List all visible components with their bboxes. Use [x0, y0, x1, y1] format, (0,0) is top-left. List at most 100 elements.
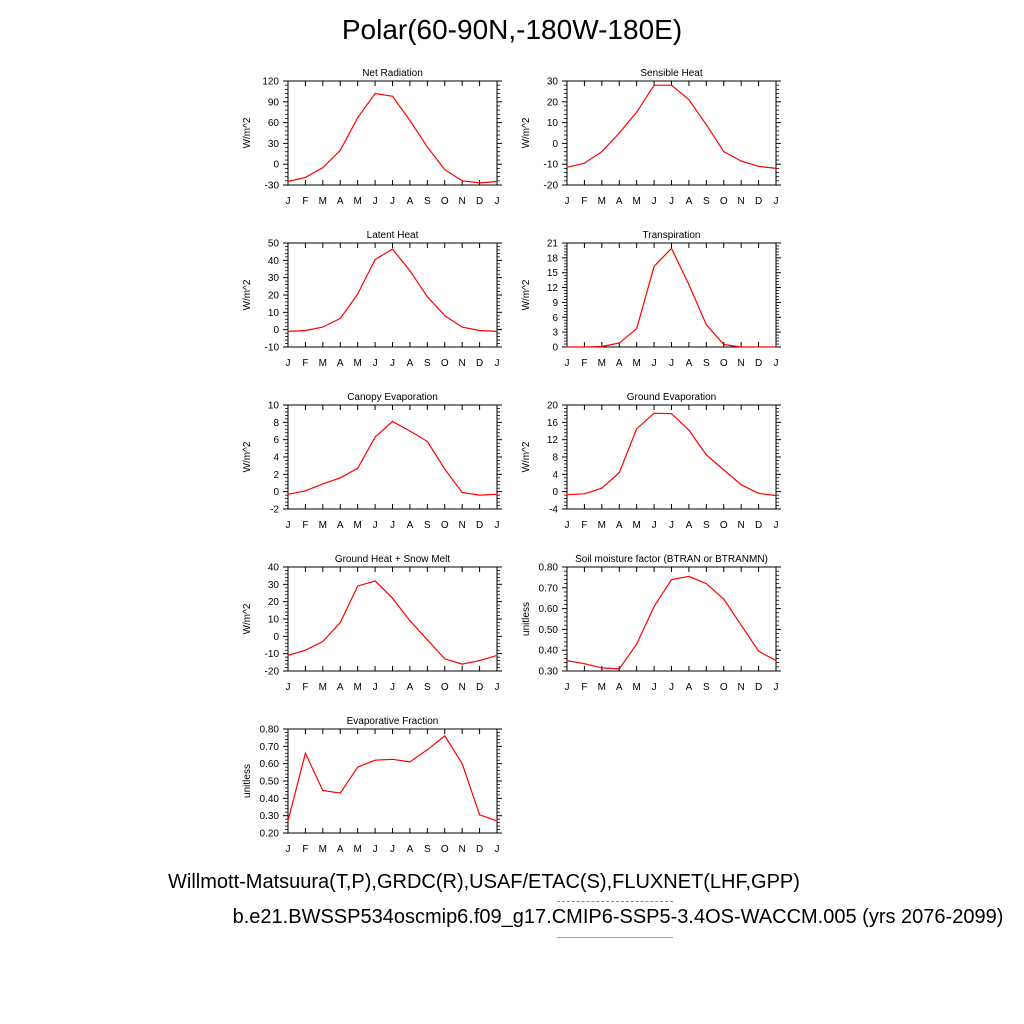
x-tick-label: M: [353, 520, 361, 531]
data-point: [775, 346, 777, 348]
data-point: [653, 605, 655, 608]
data-point: [758, 492, 760, 494]
data-point: [583, 663, 586, 665]
y-tick-label: -4: [549, 505, 558, 516]
x-tick-label: M: [598, 520, 606, 531]
x-tick-label: J: [565, 682, 570, 693]
observations-legend-line: [557, 901, 673, 902]
data-point: [391, 420, 394, 423]
data-point: [618, 668, 620, 670]
x-tick-label: F: [302, 844, 308, 855]
data-point: [322, 326, 324, 328]
y-axis-label: W/m^2: [242, 603, 253, 634]
series-line-model: [566, 412, 777, 497]
y-tick-label: 30: [268, 139, 280, 150]
data-point: [374, 258, 376, 261]
data-point: [688, 99, 690, 101]
x-tick-label: A: [616, 358, 623, 369]
x-tick-label: M: [598, 196, 606, 207]
series-line-model: [287, 580, 498, 665]
x-tick-label: J: [373, 844, 378, 855]
x-tick-label: A: [686, 520, 693, 531]
x-tick-label: J: [390, 520, 395, 531]
panel-title: Ground Evaporation: [627, 392, 717, 403]
y-tick-label: 0: [552, 343, 558, 354]
observations-legend-label: Willmott-Matsuura(T,P),GRDC(R),USAF/ETAC…: [168, 871, 800, 893]
data-point: [339, 477, 341, 479]
x-tick-label: J: [495, 844, 500, 855]
x-tick-label: F: [581, 520, 587, 531]
series-line-model: [566, 575, 777, 670]
x-tick-label: M: [353, 196, 361, 207]
x-tick-label: F: [302, 358, 308, 369]
data-point: [601, 667, 603, 669]
y-tick-label: 60: [268, 118, 280, 129]
panel-title: Net Radiation: [362, 68, 423, 79]
y-tick-label: 15: [547, 268, 559, 279]
data-point: [566, 346, 568, 348]
data-point: [374, 92, 376, 95]
data-point: [566, 494, 568, 496]
data-point: [339, 317, 341, 319]
x-tick-label: J: [373, 358, 378, 369]
y-tick-label: 20: [547, 97, 559, 108]
x-tick-label: N: [459, 682, 466, 693]
y-tick-label: 0.40: [539, 646, 559, 657]
data-point: [444, 735, 446, 737]
y-tick-label: 0.50: [539, 625, 559, 636]
data-point: [461, 491, 463, 494]
y-tick-label: 0.50: [260, 777, 280, 788]
x-tick-label: S: [703, 196, 710, 207]
data-point: [496, 493, 498, 495]
x-tick-label: M: [598, 682, 606, 693]
data-point: [374, 436, 376, 438]
chart-panel-9: J F M A M J J A S O N D J0.800.700.600.500.400.300.2…: [242, 716, 502, 855]
x-tick-label: A: [337, 844, 344, 855]
x-tick-label: D: [755, 682, 762, 693]
data-point: [775, 495, 777, 497]
data-point: [409, 119, 411, 122]
data-point: [479, 494, 481, 496]
data-point: [636, 643, 638, 645]
plot-frame: [566, 404, 777, 510]
panel-title: Evaporative Fraction: [347, 716, 439, 727]
model-legend-label: b.e21.BWSSP534oscmip6.f09_g17.CMIP6-SSP5…: [232, 906, 1004, 928]
data-point: [688, 284, 690, 286]
y-tick-label: 0: [273, 160, 279, 171]
data-point: [409, 270, 411, 272]
data-point: [758, 650, 760, 652]
x-tick-label: D: [476, 520, 483, 531]
y-tick-label: 4: [273, 453, 279, 464]
y-tick-label: 30: [547, 77, 559, 88]
x-tick-label: N: [738, 682, 745, 693]
y-tick-label: 0: [552, 139, 558, 150]
data-point: [479, 329, 481, 332]
y-tick-label: -30: [265, 181, 280, 192]
panel-title: Latent Heat: [367, 230, 419, 241]
y-tick-label: 0.20: [260, 829, 280, 840]
x-tick-label: A: [337, 520, 344, 531]
x-tick-label: J: [669, 682, 674, 693]
y-tick-label: 0.80: [260, 725, 280, 736]
data-point: [461, 663, 463, 665]
data-point: [636, 428, 638, 430]
y-tick-label: 10: [268, 308, 280, 319]
data-point: [304, 490, 306, 492]
data-point: [601, 345, 603, 348]
data-point: [723, 343, 725, 346]
x-tick-label: A: [407, 682, 414, 693]
x-tick-label: J: [565, 358, 570, 369]
data-point: [444, 315, 446, 317]
x-tick-label: S: [424, 844, 431, 855]
data-point: [409, 761, 411, 763]
data-point: [758, 165, 760, 167]
y-tick-label: 2: [273, 470, 279, 481]
data-point: [391, 758, 394, 760]
data-point: [444, 468, 446, 470]
plot-frame: [287, 728, 498, 834]
x-tick-label: A: [407, 196, 414, 207]
y-axis-label: W/m^2: [242, 117, 253, 148]
data-point: [653, 84, 655, 86]
y-axis-label: W/m^2: [242, 279, 253, 310]
y-tick-label: -2: [270, 505, 279, 516]
